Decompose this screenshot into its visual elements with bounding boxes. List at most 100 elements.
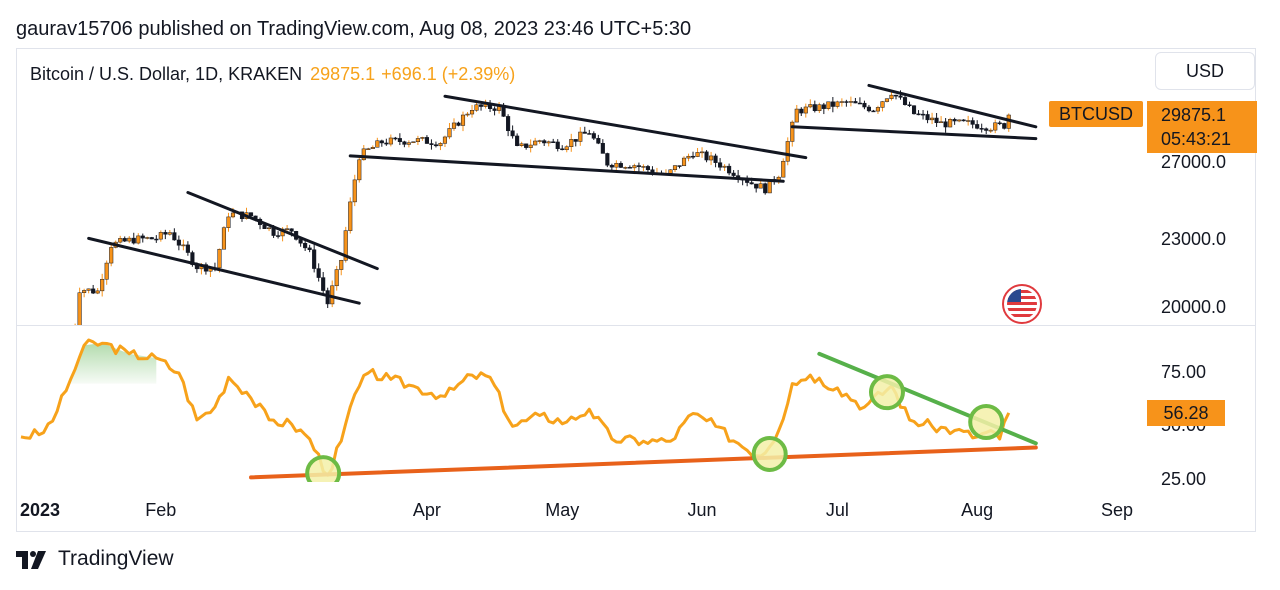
candle-body (668, 169, 673, 174)
candle-body (339, 260, 344, 270)
candle-body (442, 136, 448, 144)
candle-body (303, 242, 308, 249)
candle-body (889, 94, 894, 99)
time-tick-label: Sep (1100, 500, 1134, 520)
currency-button[interactable]: USD (1155, 52, 1255, 90)
candle-body (312, 249, 317, 269)
oscillator-pane (20, 338, 1038, 482)
candle-body (803, 106, 808, 114)
candle-body (379, 140, 384, 144)
candle-body (907, 104, 912, 106)
candle-body (704, 151, 709, 161)
highlight-circle (868, 374, 905, 411)
candle-body (546, 141, 551, 144)
price-trendline (443, 94, 808, 160)
footer-brand[interactable]: TradingView (16, 547, 174, 571)
candle-body (555, 141, 560, 150)
candle-body (578, 131, 583, 142)
candle-body (749, 182, 754, 185)
candle-body (154, 238, 159, 241)
candle-body (722, 165, 727, 168)
candle-body (591, 133, 596, 139)
candle-body (934, 117, 939, 124)
candle-body (866, 106, 871, 112)
candle-body (939, 121, 944, 124)
candle-body (397, 138, 402, 142)
candle-body (961, 119, 966, 122)
candle-body (510, 130, 515, 137)
candle-body (970, 120, 975, 125)
candle-body (785, 141, 790, 162)
candle-body (862, 102, 867, 108)
candle-body (957, 119, 962, 122)
candle-body (596, 138, 601, 144)
resistance-trendline (817, 351, 1038, 446)
candle-body (330, 285, 335, 305)
candle-body (672, 165, 678, 170)
time-tick-label: 2023 (19, 500, 61, 520)
candle-body (695, 152, 700, 157)
candle-body (122, 238, 127, 242)
candle-body (573, 139, 578, 142)
candle-body (276, 235, 281, 237)
candle-body (921, 113, 926, 116)
candle-body (898, 95, 903, 98)
candle-body (781, 160, 786, 178)
ticker-tag: BTCUSD (1049, 101, 1143, 127)
candle-body (370, 147, 375, 149)
candle-body (997, 122, 1002, 125)
brand-name: TradingView (58, 547, 174, 570)
candle-body (82, 290, 87, 293)
candle-body (875, 107, 881, 112)
support-trendline (249, 445, 1038, 480)
candle-body (515, 135, 520, 146)
candle-body (686, 155, 691, 159)
candle-body (700, 151, 705, 154)
highlight-circle (751, 435, 788, 472)
symbol-name: Bitcoin / U.S. Dollar, 1D, KRAKEN (30, 64, 303, 84)
candle-body (975, 124, 980, 129)
candle-body (285, 228, 290, 230)
price-tick-label: 20000.0 (1161, 297, 1227, 317)
candle-body (136, 235, 141, 244)
candle-body (799, 108, 804, 114)
oscillator-value-tag: 56.28 (1147, 400, 1225, 426)
candle-body (321, 277, 326, 291)
candle-body (465, 113, 470, 116)
candle-body (519, 143, 524, 146)
candle-body (248, 212, 254, 217)
us-flag-icon[interactable] (1002, 284, 1042, 324)
candle-body (952, 119, 957, 122)
candle-body (456, 122, 461, 126)
time-tick-label: May (545, 500, 580, 520)
candle-body (393, 137, 398, 140)
candle-body (984, 128, 989, 131)
candle-body (758, 183, 763, 189)
candle-body (217, 248, 222, 269)
symbol-change: +696.1 (+2.39%) (381, 64, 516, 84)
candle-body (551, 141, 556, 143)
price-trendline (87, 236, 361, 305)
candle-body (69, 362, 73, 363)
candle-body (104, 262, 109, 280)
chart-frame (16, 48, 1256, 532)
candle-body (709, 155, 714, 161)
candle-body (848, 101, 853, 103)
candle-body (131, 237, 136, 244)
price-pane (69, 90, 1011, 363)
candle-body (871, 110, 876, 113)
candle-body (176, 239, 181, 246)
symbol-legend: Bitcoin / U.S. Dollar, 1D, KRAKEN 29875.1… (30, 64, 515, 85)
overbought-fill (70, 343, 157, 384)
highlight-circle (968, 403, 1005, 440)
candle-body (916, 113, 921, 116)
candle-body (839, 101, 844, 103)
candle-body (542, 140, 547, 144)
candle-body (930, 117, 935, 121)
candle-body (100, 278, 105, 292)
time-tick-label: Apr (412, 500, 441, 520)
candle-body (163, 232, 168, 235)
candle-body (587, 133, 592, 135)
time-tick-label: Jul (825, 500, 849, 520)
price-tick-label: 23000.0 (1161, 229, 1227, 250)
